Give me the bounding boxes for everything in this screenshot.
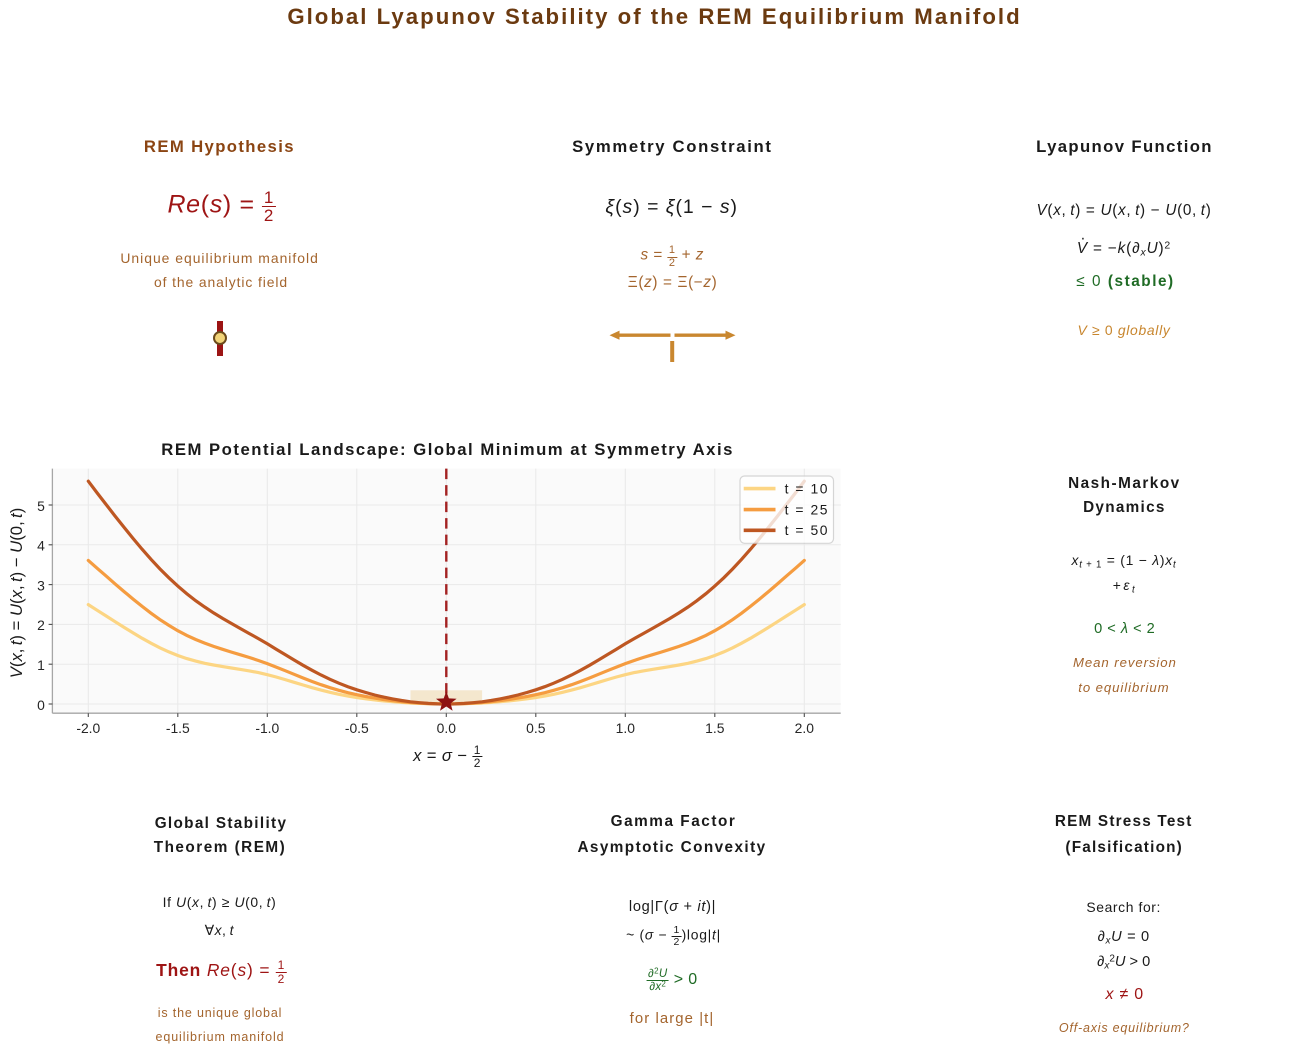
svg-text:1.0: 1.0: [616, 720, 636, 736]
svg-text:t = 50: t = 50: [785, 522, 829, 538]
svg-text:-0.5: -0.5: [345, 720, 369, 736]
svg-text:5: 5: [37, 498, 45, 514]
svg-text:4: 4: [37, 538, 45, 554]
svg-text:0: 0: [37, 697, 45, 713]
svg-text:1: 1: [37, 657, 45, 673]
svg-text:0.0: 0.0: [437, 720, 457, 736]
svg-text:t = 25: t = 25: [785, 501, 829, 517]
svg-text:-1.0: -1.0: [255, 720, 279, 736]
svg-text:0.5: 0.5: [526, 720, 546, 736]
svg-text:t = 10: t = 10: [785, 480, 829, 496]
svg-text:2.0: 2.0: [795, 720, 815, 736]
svg-text:1.5: 1.5: [705, 720, 725, 736]
svg-text:3: 3: [37, 577, 45, 593]
svg-text:-1.5: -1.5: [166, 720, 190, 736]
svg-text:2: 2: [37, 617, 45, 633]
svg-text:-2.0: -2.0: [76, 720, 100, 736]
